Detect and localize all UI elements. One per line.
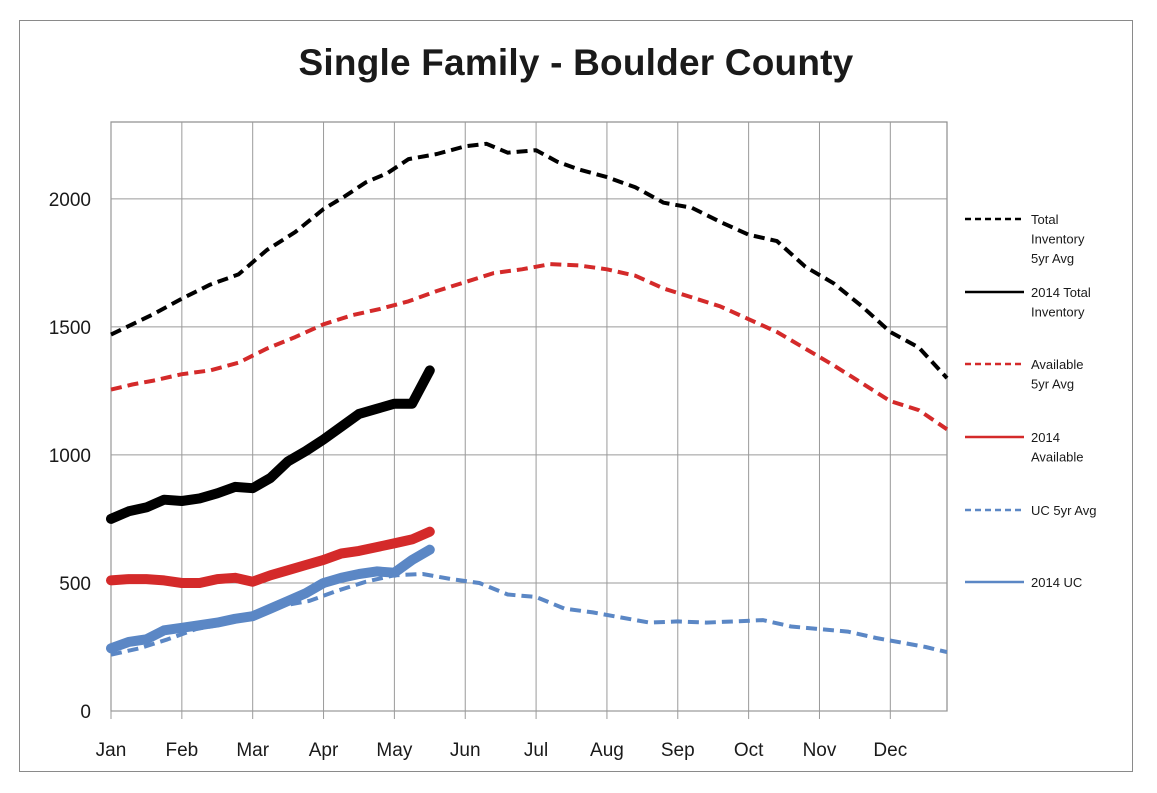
x-tick-label: Mar (236, 740, 269, 761)
series-line-1 (106, 365, 435, 524)
series-line-3 (106, 526, 435, 588)
x-tick-label: Feb (165, 740, 198, 761)
x-tick-label: May (376, 740, 412, 761)
legend-label: 2014 (1031, 430, 1060, 445)
chart-title: Single Family - Boulder County (298, 42, 854, 83)
x-tick-label: Dec (873, 740, 907, 761)
x-axis: Jan Feb Mar Apr May Jun Jul Aug Sep Oct Nov Dec (96, 740, 908, 761)
x-tick-label: Sep (661, 740, 695, 761)
x-tick-label: Apr (309, 740, 339, 761)
x-tick-label: Jun (450, 740, 481, 761)
x-tick-label: Jan (96, 740, 127, 761)
y-tick-label: 0 (80, 702, 91, 723)
series-line-2 (110, 262, 949, 431)
legend-label: 2014 Total (1031, 285, 1091, 300)
legend-label: Available (1031, 450, 1084, 465)
legend-label: 2014 UC (1031, 575, 1082, 590)
legend-label: UC 5yr Avg (1031, 503, 1097, 518)
legend: Total Inventory 5yr Avg 2014 Total Inventory… (965, 212, 1097, 590)
y-axis: 0 500 1000 1500 2000 (49, 190, 91, 723)
x-tick-label: Aug (590, 740, 624, 761)
y-tick-label: 2000 (49, 190, 91, 211)
grid (110, 121, 948, 719)
y-tick-label: 500 (59, 574, 91, 595)
legend-label: 5yr Avg (1031, 251, 1074, 266)
legend-label: Inventory (1031, 232, 1085, 247)
y-tick-label: 1500 (49, 318, 91, 339)
legend-label: Available (1031, 357, 1084, 372)
series-line-0 (110, 141, 949, 380)
legend-label: 5yr Avg (1031, 377, 1074, 392)
series-line-5 (106, 544, 435, 654)
legend-label: Inventory (1031, 305, 1085, 320)
series-group (106, 141, 949, 657)
x-tick-label: Jul (524, 740, 548, 761)
y-tick-label: 1000 (49, 446, 91, 467)
x-tick-label: Oct (734, 740, 764, 761)
x-tick-label: Nov (803, 740, 837, 761)
legend-label: Total (1031, 212, 1059, 227)
